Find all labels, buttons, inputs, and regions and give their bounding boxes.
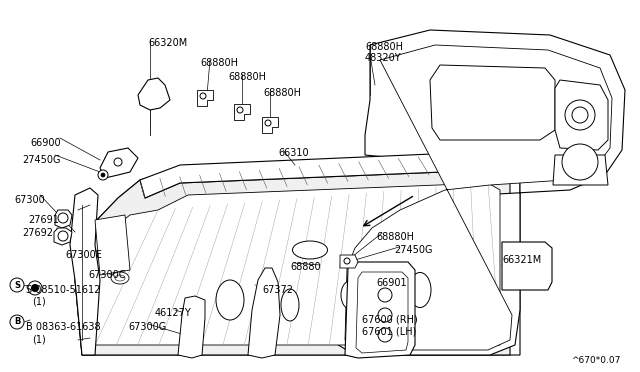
Text: 68880H: 68880H <box>365 42 403 52</box>
Circle shape <box>565 100 595 130</box>
Text: 66900: 66900 <box>30 138 61 148</box>
Polygon shape <box>90 183 500 345</box>
Text: 66310: 66310 <box>278 148 308 158</box>
Text: B: B <box>14 317 20 327</box>
Circle shape <box>572 107 588 123</box>
Ellipse shape <box>281 289 299 321</box>
Ellipse shape <box>341 281 359 309</box>
Text: 67300G: 67300G <box>128 322 166 332</box>
Text: 68880: 68880 <box>290 262 321 272</box>
Text: (1): (1) <box>32 334 45 344</box>
Circle shape <box>101 173 105 177</box>
Text: 67600 (RH): 67600 (RH) <box>362 315 418 325</box>
Text: 68880H: 68880H <box>228 72 266 82</box>
Text: (1): (1) <box>32 297 45 307</box>
Ellipse shape <box>216 280 244 320</box>
Circle shape <box>28 281 42 295</box>
Circle shape <box>378 308 392 322</box>
Text: 27691: 27691 <box>28 215 59 225</box>
Circle shape <box>378 288 392 302</box>
Text: S 08510-51612: S 08510-51612 <box>26 285 100 295</box>
Circle shape <box>200 93 206 99</box>
Polygon shape <box>75 170 510 355</box>
Text: 67300E: 67300E <box>65 250 102 260</box>
Text: ^670*0.07: ^670*0.07 <box>571 356 620 365</box>
Polygon shape <box>555 80 608 150</box>
Polygon shape <box>345 262 415 358</box>
Text: 68880H: 68880H <box>376 232 414 242</box>
Circle shape <box>344 258 350 264</box>
Polygon shape <box>54 228 72 245</box>
Text: 46127Y: 46127Y <box>155 308 192 318</box>
Circle shape <box>114 158 122 166</box>
Polygon shape <box>356 272 408 353</box>
Text: 68880H: 68880H <box>200 58 238 68</box>
Polygon shape <box>70 188 100 355</box>
Polygon shape <box>95 215 130 275</box>
Polygon shape <box>553 155 608 185</box>
Text: 66321M: 66321M <box>502 255 541 265</box>
Circle shape <box>31 285 38 292</box>
Circle shape <box>10 278 24 292</box>
Polygon shape <box>430 65 555 140</box>
Polygon shape <box>262 117 278 133</box>
Circle shape <box>10 315 24 329</box>
Polygon shape <box>178 296 205 358</box>
Polygon shape <box>138 78 170 110</box>
Polygon shape <box>330 30 625 355</box>
Text: 68880H: 68880H <box>263 88 301 98</box>
Polygon shape <box>345 45 612 350</box>
Polygon shape <box>234 104 250 120</box>
Polygon shape <box>248 268 280 358</box>
Circle shape <box>98 170 108 180</box>
Text: 67300: 67300 <box>14 195 45 205</box>
Circle shape <box>58 231 68 241</box>
Circle shape <box>378 328 392 342</box>
Polygon shape <box>197 90 213 106</box>
Ellipse shape <box>111 272 129 284</box>
Circle shape <box>237 107 243 113</box>
Text: 67372: 67372 <box>262 285 293 295</box>
Polygon shape <box>502 242 552 290</box>
Polygon shape <box>55 210 72 228</box>
Text: 27692: 27692 <box>22 228 53 238</box>
Polygon shape <box>75 155 520 355</box>
Circle shape <box>58 213 68 223</box>
Polygon shape <box>100 148 138 178</box>
Polygon shape <box>140 152 510 198</box>
Polygon shape <box>340 255 358 268</box>
Text: 27450G: 27450G <box>394 245 433 255</box>
Circle shape <box>265 120 271 126</box>
Text: S: S <box>14 280 20 289</box>
Circle shape <box>562 144 598 180</box>
Text: 48320Y: 48320Y <box>365 53 402 63</box>
Text: 66901: 66901 <box>376 278 406 288</box>
Ellipse shape <box>292 241 328 259</box>
Text: B 08363-61638: B 08363-61638 <box>26 322 100 332</box>
Text: 27450G: 27450G <box>22 155 61 165</box>
Text: 67300C: 67300C <box>88 270 125 280</box>
Text: 67601 (LH): 67601 (LH) <box>362 326 417 336</box>
Ellipse shape <box>115 275 125 281</box>
Text: 66320M: 66320M <box>148 38 188 48</box>
Ellipse shape <box>409 273 431 308</box>
